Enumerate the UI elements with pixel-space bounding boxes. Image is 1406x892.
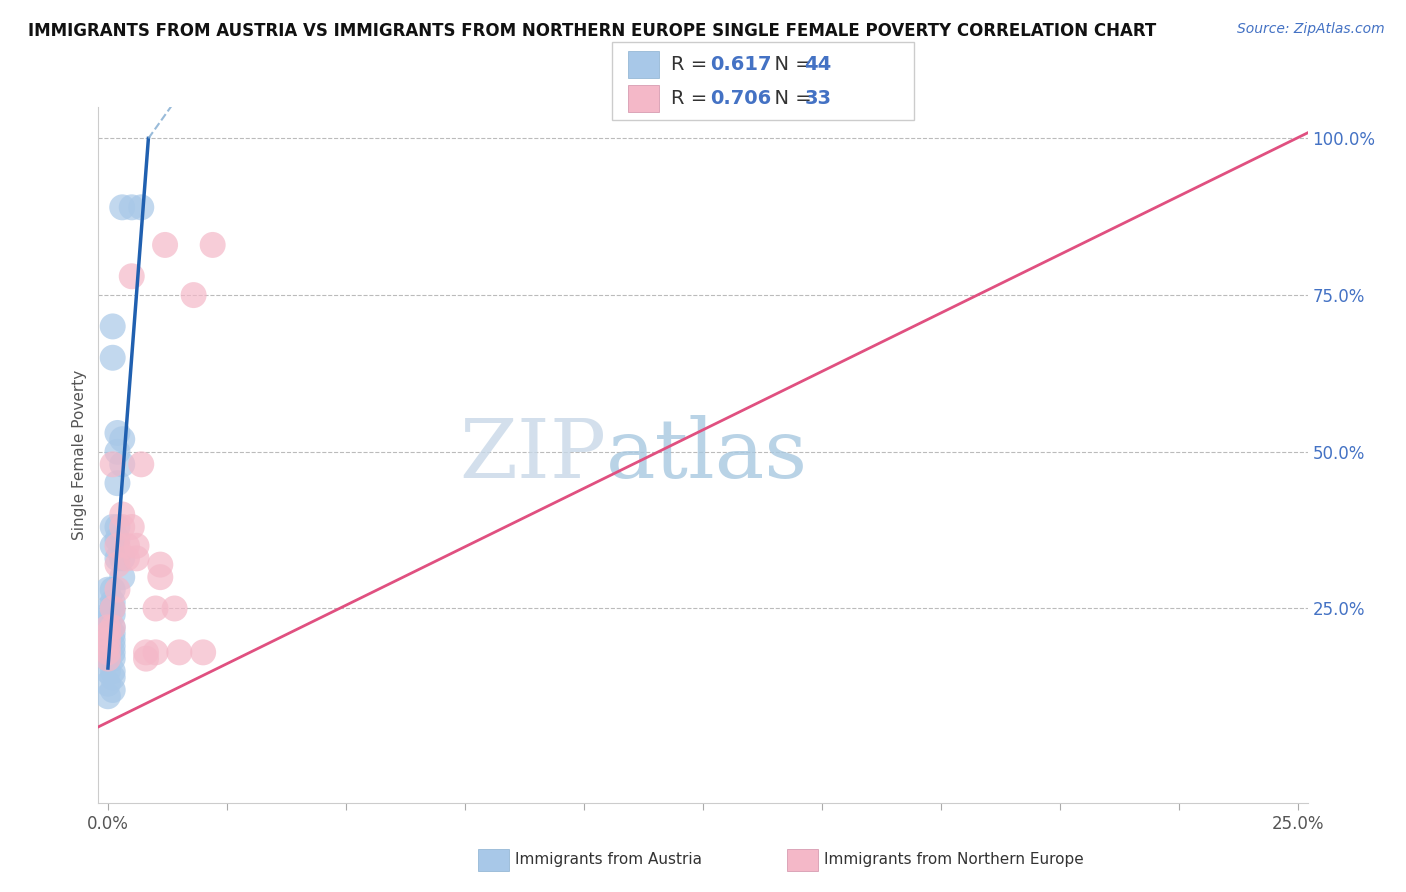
- Point: [107, 425, 129, 440]
- Point: [121, 200, 143, 214]
- Text: N =: N =: [762, 88, 818, 108]
- Point: [183, 288, 205, 302]
- Point: [201, 238, 224, 252]
- Point: [97, 626, 120, 640]
- Point: [125, 539, 148, 553]
- Point: [149, 570, 172, 584]
- Text: Source: ZipAtlas.com: Source: ZipAtlas.com: [1237, 22, 1385, 37]
- Point: [101, 626, 124, 640]
- Point: [97, 651, 120, 665]
- Point: [191, 645, 214, 659]
- Point: [135, 645, 157, 659]
- Point: [97, 607, 120, 622]
- Text: Immigrants from Austria: Immigrants from Austria: [515, 853, 702, 867]
- Point: [121, 269, 143, 284]
- Point: [101, 670, 124, 684]
- Point: [169, 645, 191, 659]
- Text: N =: N =: [762, 54, 818, 74]
- Point: [111, 458, 134, 472]
- Point: [101, 620, 124, 634]
- Point: [107, 533, 129, 547]
- Point: [101, 595, 124, 609]
- Point: [101, 651, 124, 665]
- Point: [97, 582, 120, 597]
- Point: [101, 683, 124, 698]
- Point: [129, 458, 152, 472]
- Point: [97, 626, 120, 640]
- Point: [107, 558, 129, 572]
- Point: [101, 601, 124, 615]
- Point: [111, 508, 134, 522]
- Point: [111, 570, 134, 584]
- Point: [115, 551, 138, 566]
- Point: [101, 520, 124, 534]
- Text: 0.617: 0.617: [710, 54, 772, 74]
- Text: atlas: atlas: [606, 415, 808, 495]
- Point: [135, 651, 157, 665]
- Text: Immigrants from Northern Europe: Immigrants from Northern Europe: [824, 853, 1084, 867]
- Point: [97, 632, 120, 647]
- Text: R =: R =: [671, 54, 713, 74]
- Point: [101, 458, 124, 472]
- Point: [101, 607, 124, 622]
- Point: [121, 520, 143, 534]
- Point: [107, 551, 129, 566]
- Point: [111, 432, 134, 446]
- Point: [101, 664, 124, 678]
- Point: [97, 614, 120, 628]
- Point: [101, 620, 124, 634]
- Point: [107, 520, 129, 534]
- Point: [97, 651, 120, 665]
- Point: [125, 551, 148, 566]
- Point: [101, 539, 124, 553]
- Point: [153, 238, 176, 252]
- Point: [97, 664, 120, 678]
- Y-axis label: Single Female Poverty: Single Female Poverty: [72, 370, 87, 540]
- Point: [107, 539, 129, 553]
- Point: [97, 645, 120, 659]
- Point: [101, 601, 124, 615]
- Point: [115, 539, 138, 553]
- Point: [97, 601, 120, 615]
- Point: [111, 520, 134, 534]
- Point: [149, 558, 172, 572]
- Point: [97, 639, 120, 653]
- Point: [145, 601, 167, 615]
- Text: IMMIGRANTS FROM AUSTRIA VS IMMIGRANTS FROM NORTHERN EUROPE SINGLE FEMALE POVERTY: IMMIGRANTS FROM AUSTRIA VS IMMIGRANTS FR…: [28, 22, 1156, 40]
- Point: [163, 601, 186, 615]
- Text: 33: 33: [804, 88, 831, 108]
- Point: [111, 200, 134, 214]
- Text: 44: 44: [804, 54, 831, 74]
- Point: [97, 676, 120, 690]
- Point: [97, 639, 120, 653]
- Point: [101, 639, 124, 653]
- Point: [107, 582, 129, 597]
- Point: [101, 582, 124, 597]
- Point: [97, 620, 120, 634]
- Point: [101, 351, 124, 365]
- Point: [97, 645, 120, 659]
- Text: ZIP: ZIP: [460, 415, 606, 495]
- Point: [101, 645, 124, 659]
- Text: 0.706: 0.706: [710, 88, 772, 108]
- Point: [97, 690, 120, 704]
- Point: [129, 200, 152, 214]
- Point: [97, 620, 120, 634]
- Point: [97, 632, 120, 647]
- Text: R =: R =: [671, 88, 713, 108]
- Point: [145, 645, 167, 659]
- Point: [111, 551, 134, 566]
- Point: [97, 620, 120, 634]
- Point: [101, 632, 124, 647]
- Point: [107, 476, 129, 491]
- Point: [107, 444, 129, 458]
- Point: [101, 319, 124, 334]
